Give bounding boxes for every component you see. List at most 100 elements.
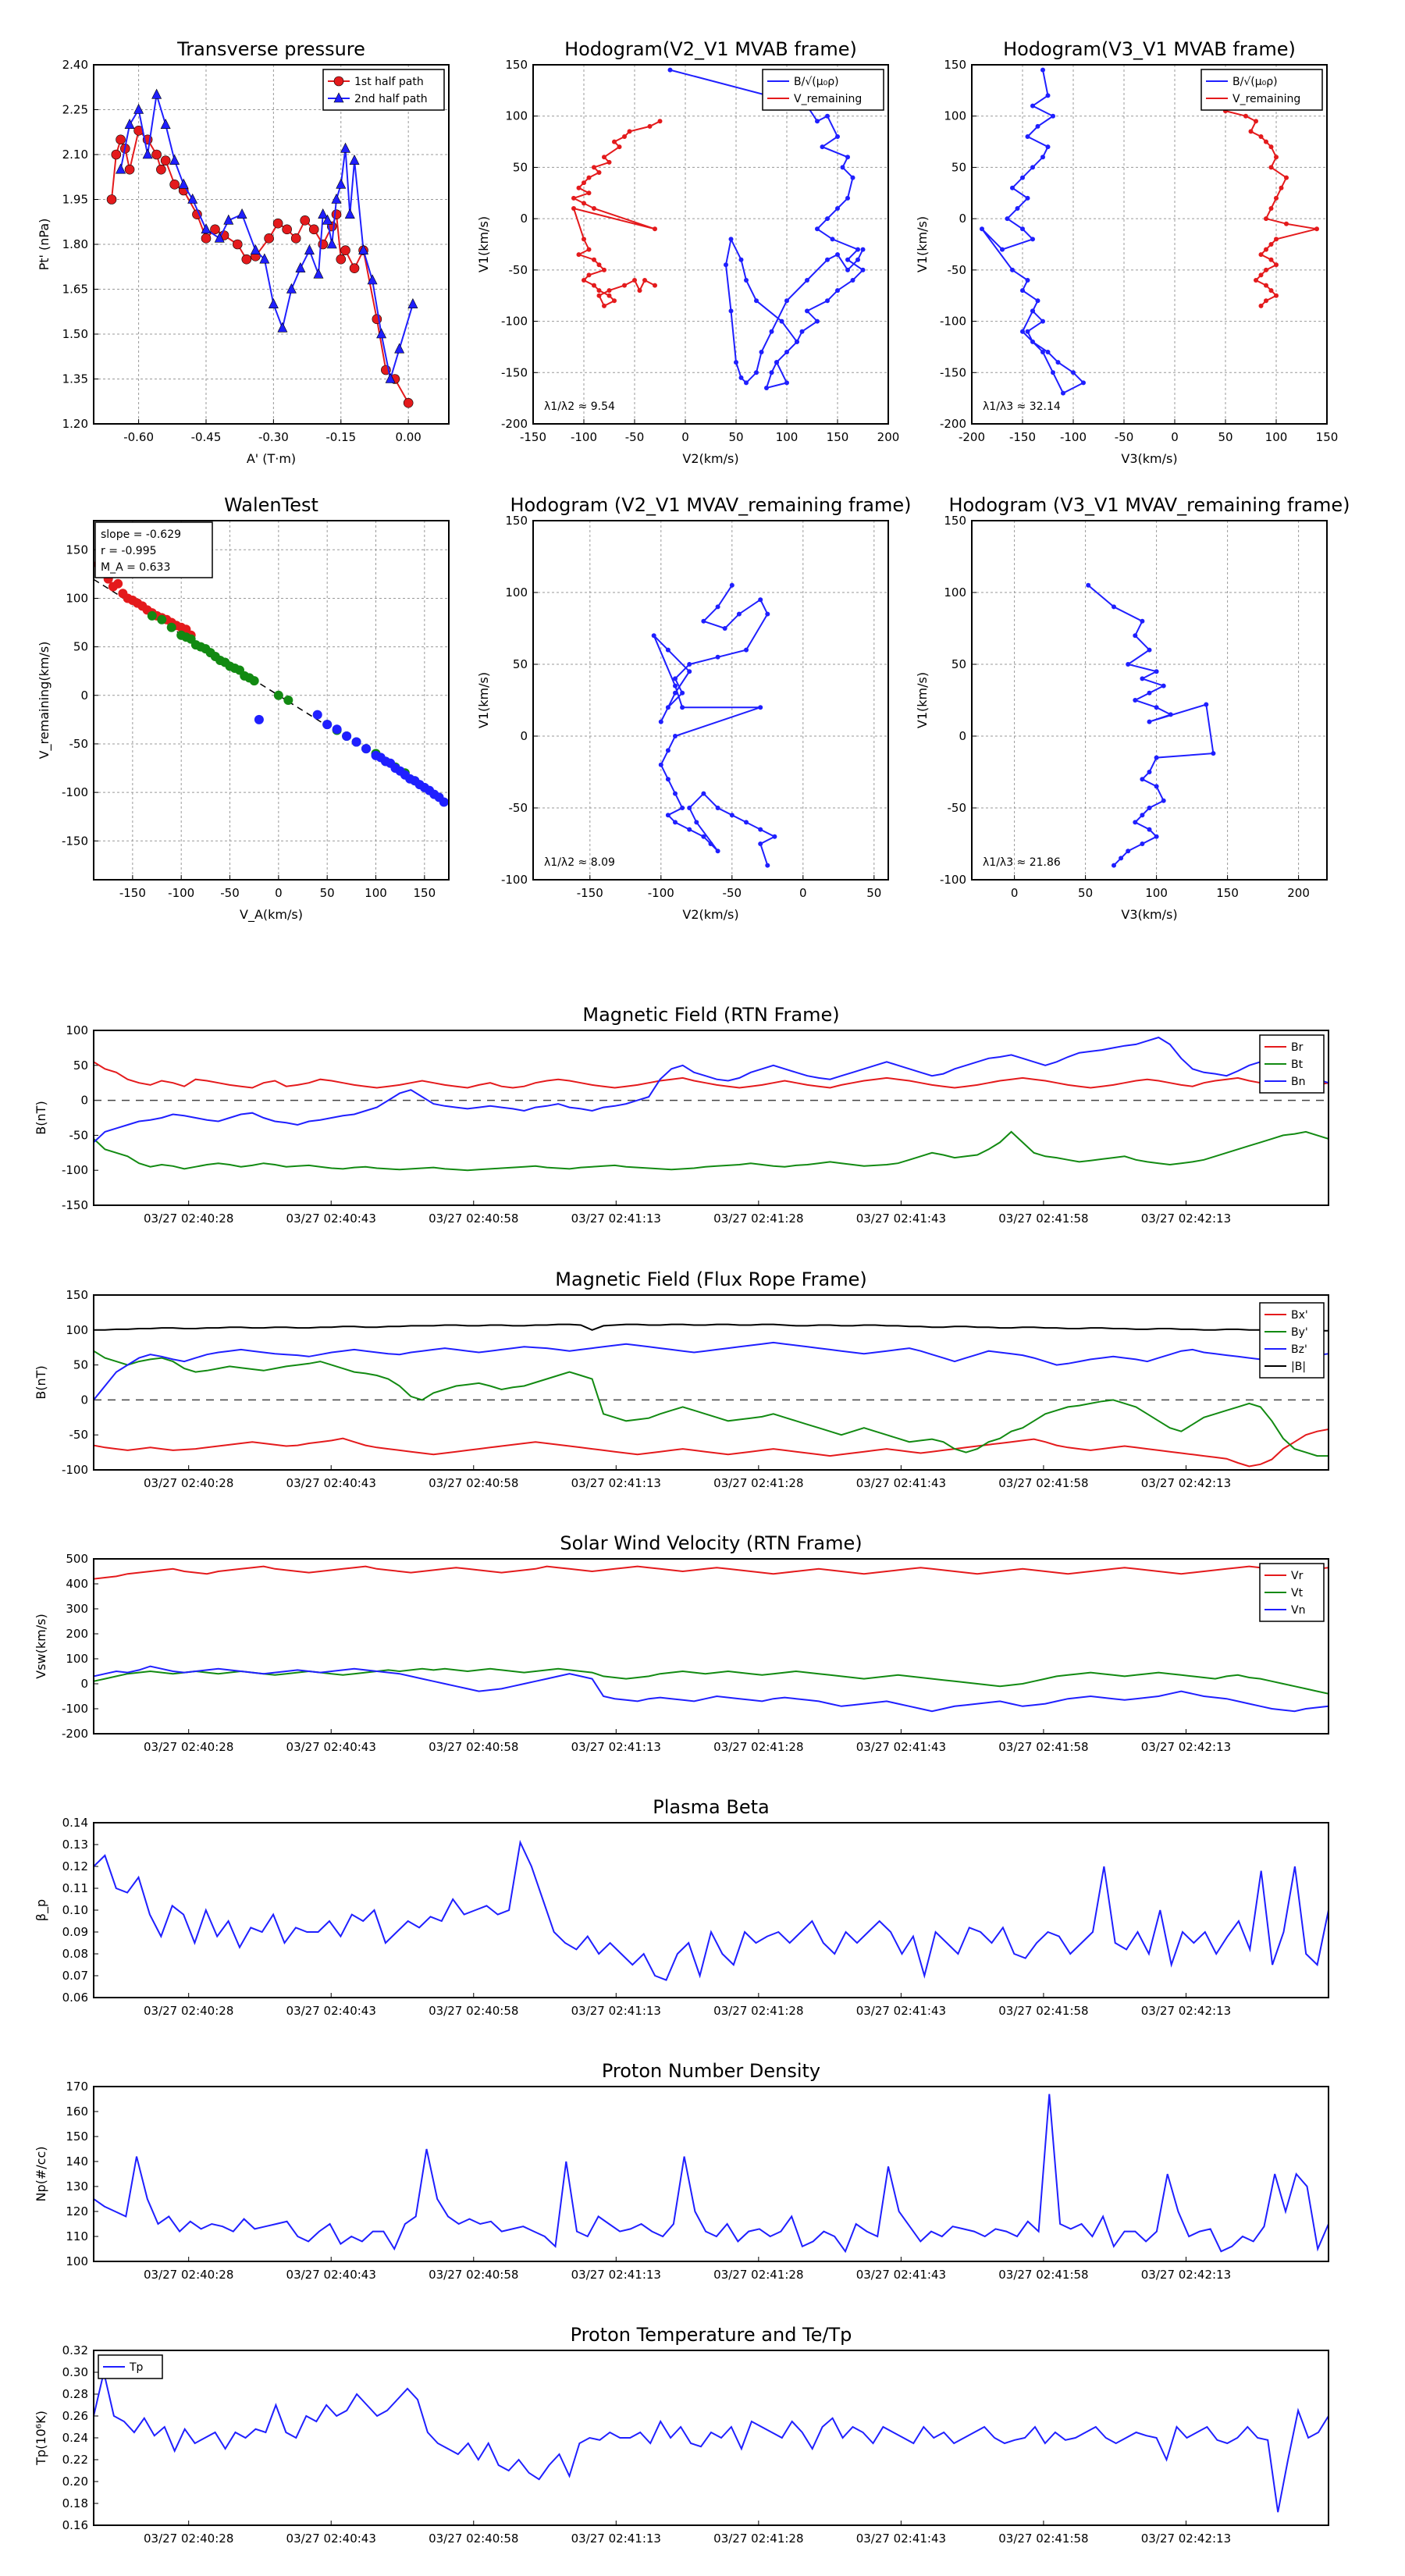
data-point [728, 237, 734, 242]
x-tick-label: -150 [119, 886, 146, 900]
data-point [1147, 770, 1152, 774]
data-point [744, 278, 749, 283]
series-line-Bt [94, 1130, 1329, 1172]
data-point [286, 283, 297, 294]
data-point [612, 298, 617, 304]
data-point [592, 206, 596, 211]
y-tick-label: 50 [73, 1059, 88, 1073]
data-point [1025, 278, 1030, 283]
x-tick-label: 03/27 02:41:43 [856, 1476, 946, 1490]
plot-area [980, 67, 1319, 396]
data-point [241, 254, 252, 265]
data-point [738, 375, 744, 380]
y-tick-label: 0.11 [62, 1881, 88, 1895]
data-point [665, 748, 670, 753]
data-point [1040, 318, 1045, 324]
data-point [1264, 247, 1268, 252]
x-tick-label: 03/27 02:40:58 [429, 1212, 518, 1226]
data-point [592, 257, 596, 262]
chart-title: WalenTest [224, 494, 318, 516]
data-point [1147, 719, 1152, 724]
x-tick-label: 0 [1171, 430, 1179, 444]
y-axis-label: Vsw(km/s) [34, 1614, 48, 1678]
series-line-Tp [94, 2371, 1329, 2513]
plot-area [94, 1565, 1329, 1713]
data-point [1081, 380, 1086, 386]
x-tick-label: 03/27 02:40:28 [144, 1476, 233, 1490]
x-tick-label: -50 [723, 886, 742, 900]
data-point [1264, 298, 1268, 304]
x-tick-label: 03/27 02:42:13 [1141, 2004, 1231, 2018]
x-tick-label: 03/27 02:41:13 [571, 2268, 661, 2282]
data-point [651, 633, 656, 639]
y-tick-label: 50 [951, 160, 966, 174]
data-point [855, 247, 860, 252]
data-point [835, 134, 840, 139]
data-point [815, 226, 820, 232]
data-point [1140, 813, 1145, 818]
data-point [1030, 237, 1035, 242]
data-point [1045, 350, 1051, 354]
plot-area [94, 2371, 1329, 2513]
y-axis-label: Np(#/cc) [34, 2147, 48, 2202]
data-point [779, 318, 784, 324]
data-point [784, 350, 789, 354]
y-tick-label: 0.22 [62, 2453, 88, 2467]
x-tick-label: 100 [1145, 886, 1168, 900]
y-tick-label: -50 [69, 737, 89, 751]
data-point [1248, 129, 1254, 134]
x-tick-label: 03/27 02:41:43 [856, 1212, 946, 1226]
chart-annotation: λ1/λ2 ≈ 8.09 [544, 856, 615, 869]
data-point [571, 206, 576, 211]
chart-title: Magnetic Field (RTN Frame) [582, 1004, 839, 1026]
y-tick-label: 2.25 [62, 103, 88, 117]
data-point [586, 272, 592, 278]
y-tick-label: -150 [62, 1198, 88, 1212]
x-tick-label: 03/27 02:41:58 [998, 1212, 1088, 1226]
data-point [687, 827, 692, 832]
y-tick-label: 100 [66, 1652, 88, 1666]
x-tick-label: 03/27 02:41:28 [713, 2004, 803, 2018]
x-tick-label: 03/27 02:40:58 [429, 2532, 518, 2546]
data-point [980, 226, 984, 232]
chart-annotation: λ1/λ2 ≈ 9.54 [544, 400, 615, 413]
data-point [403, 397, 414, 408]
chart-title: Proton Number Density [602, 2060, 820, 2082]
annotation-line: M_A = 0.633 [101, 561, 170, 574]
y-axis-label: Tp(10⁶K) [34, 2411, 48, 2466]
data-point [1161, 683, 1166, 688]
y-tick-label: 0.08 [62, 1947, 88, 1961]
data-point [237, 208, 247, 219]
data-point [1133, 633, 1138, 639]
data-point [340, 142, 351, 153]
data-point [322, 720, 333, 730]
y-tick-label: 0.14 [62, 1816, 88, 1830]
data-point [855, 257, 860, 262]
data-point [769, 370, 774, 375]
data-point [820, 144, 825, 150]
data-point [596, 288, 602, 294]
series-line-Vn [94, 1665, 1329, 1713]
y-tick-label: 400 [66, 1577, 88, 1591]
annotation-line: r = -0.995 [101, 545, 157, 557]
y-tick-label: 1.65 [62, 283, 88, 297]
data-point [160, 155, 171, 165]
data-point [1045, 144, 1051, 150]
data-point [687, 662, 692, 667]
data-point [758, 705, 763, 710]
data-point [1140, 777, 1145, 782]
y-tick-label: 0.24 [62, 2431, 88, 2445]
chart-frame [971, 520, 1328, 881]
data-point [586, 247, 592, 252]
data-point [744, 380, 749, 386]
data-point [825, 257, 830, 262]
y-axis-label: V1(km/s) [915, 216, 930, 272]
chart-title: Solar Wind Velocity (RTN Frame) [560, 1532, 862, 1554]
data-point [1112, 604, 1116, 610]
data-point [300, 215, 310, 226]
data-point [744, 647, 749, 653]
x-tick-label: 03/27 02:40:43 [286, 1740, 376, 1754]
x-tick-label: 03/27 02:40:43 [286, 2532, 376, 2546]
series-line-By' [94, 1350, 1329, 1457]
y-tick-label: 0.32 [62, 2343, 88, 2357]
